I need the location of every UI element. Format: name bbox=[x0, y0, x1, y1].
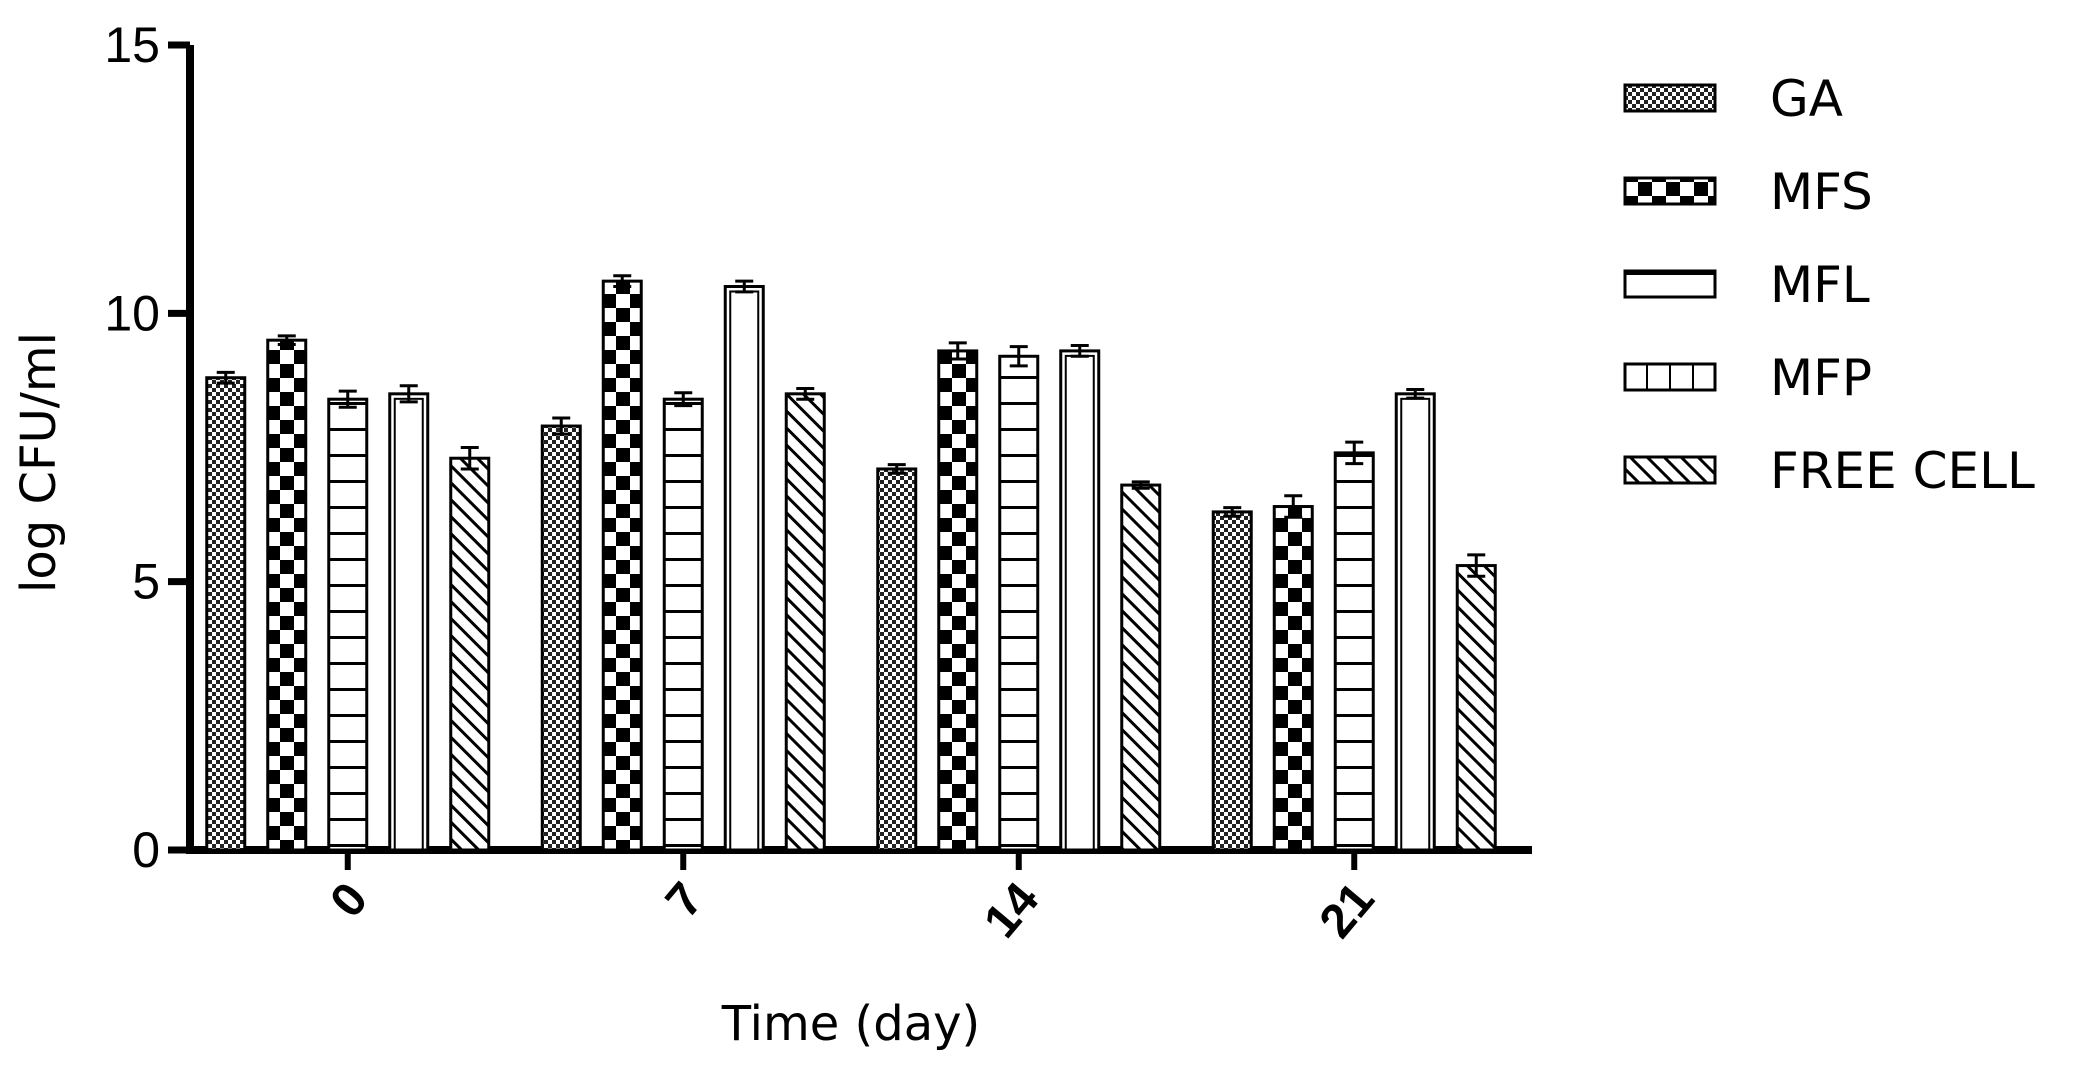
bar bbox=[1394, 392, 1436, 852]
plot-area: 0 5 10 15 log CFU/ml 0 7 14 21 Time (day) bbox=[11, 17, 1532, 1052]
y-tick-label: 5 bbox=[132, 554, 160, 610]
bar bbox=[784, 392, 826, 852]
x-tick-label: 14 bbox=[974, 873, 1049, 948]
bar bbox=[662, 397, 704, 852]
y-tick-label: 10 bbox=[104, 285, 160, 341]
bar bbox=[601, 279, 643, 852]
bar bbox=[1211, 510, 1253, 852]
legend-label: MFS bbox=[1770, 163, 1873, 221]
bar bbox=[540, 424, 582, 852]
bar bbox=[1120, 483, 1162, 852]
bar bbox=[1272, 505, 1314, 852]
bar bbox=[937, 349, 979, 852]
legend-swatch bbox=[1623, 83, 1717, 113]
x-tick-label: 7 bbox=[656, 873, 714, 928]
bar bbox=[998, 354, 1040, 852]
bar bbox=[1455, 564, 1497, 852]
legend: GA MFS MFL MFP FREE CELL bbox=[1623, 70, 2035, 500]
x-tick-label: 0 bbox=[320, 873, 378, 928]
legend-label: FREE CELL bbox=[1770, 442, 2035, 500]
bar bbox=[876, 467, 918, 852]
bar bbox=[327, 397, 369, 852]
legend-swatch bbox=[1623, 455, 1717, 485]
bar bbox=[1333, 451, 1375, 852]
bar bbox=[449, 456, 491, 852]
bar bbox=[205, 376, 247, 852]
bar bbox=[266, 338, 308, 852]
legend-swatch bbox=[1623, 269, 1717, 299]
legend-label: MFL bbox=[1770, 256, 1870, 314]
y-axis-title: log CFU/ml bbox=[11, 332, 67, 593]
y-tick-label: 0 bbox=[132, 822, 160, 878]
y-tick-label: 15 bbox=[104, 17, 160, 73]
legend-label: MFP bbox=[1770, 349, 1872, 407]
x-tick-label: 21 bbox=[1310, 873, 1385, 948]
x-axis-title: Time (day) bbox=[721, 996, 980, 1052]
bar bbox=[723, 285, 765, 852]
legend-swatch bbox=[1623, 176, 1717, 206]
legend-label: GA bbox=[1770, 70, 1843, 128]
